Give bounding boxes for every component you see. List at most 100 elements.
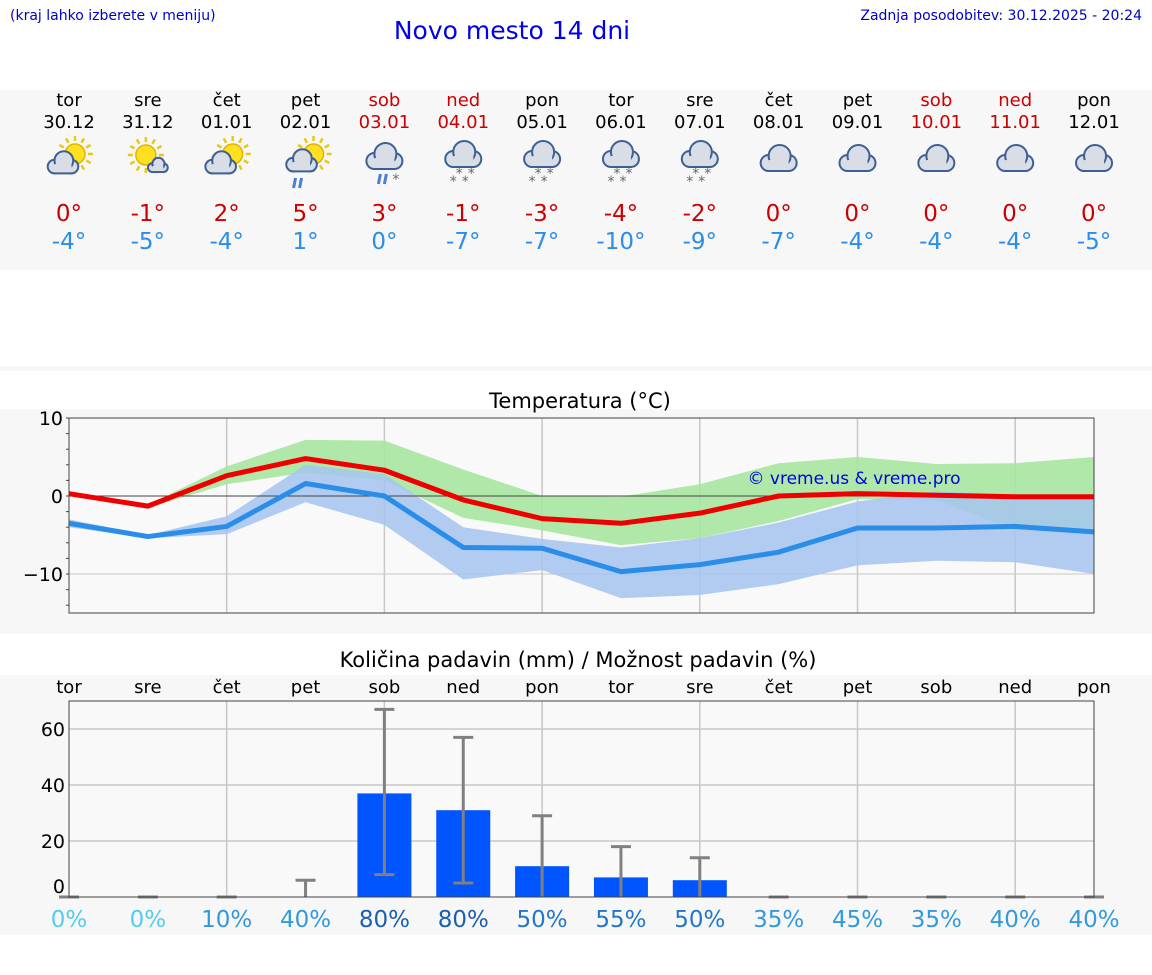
day-column: tor 30.12 0° -4°: [29, 90, 109, 256]
day-column: tor 06.01 -4° -10°: [581, 90, 661, 256]
max-temp: -1°: [446, 201, 481, 227]
precip-probability-label: 40%: [1068, 907, 1119, 933]
svg-text:*: *: [529, 174, 536, 190]
temp-y-tick-label: −10: [23, 564, 63, 586]
min-temp-range-band: [69, 464, 1095, 599]
sun-cloud-rain-icon: [285, 136, 332, 189]
svg-text:*: *: [468, 166, 475, 182]
precip-x-tick-label: ned: [998, 677, 1032, 698]
max-temp: 2°: [213, 201, 240, 227]
day-column: pon 05.01 -3° -7°: [502, 90, 582, 256]
day-date: 07.01: [674, 112, 726, 133]
precip-probability-label: 10%: [201, 907, 252, 933]
precip-x-tick-label: čet: [213, 677, 241, 698]
precip-probability-label: 55%: [595, 907, 646, 933]
day-name: sob: [920, 90, 953, 111]
cloud-sleet-icon: *: [365, 142, 404, 188]
svg-text:*: *: [462, 174, 469, 190]
day-name: ned: [998, 90, 1033, 111]
precip-probability-label: 50%: [674, 907, 725, 933]
cloudy-icon: [996, 144, 1035, 172]
day-name: sre: [686, 90, 714, 111]
cloud-snow-icon: * ** *: [523, 140, 562, 190]
min-temp: -10°: [596, 229, 646, 255]
max-temp: -2°: [682, 201, 718, 227]
location-hint: (kraj lahko izberete v meniju): [10, 8, 216, 24]
day-column: ned 04.01 -1° -7°: [423, 90, 503, 256]
sunny-small-cloud-icon: [127, 137, 169, 174]
min-temp: -7°: [761, 229, 796, 255]
precip-plot-area: [69, 701, 1094, 897]
svg-text:*: *: [613, 166, 620, 182]
svg-text:*: *: [686, 174, 693, 190]
svg-text:*: *: [541, 174, 548, 190]
precip-x-tick-label: čet: [765, 677, 793, 698]
svg-text:*: *: [535, 166, 542, 182]
max-temp: 0°: [55, 201, 83, 227]
max-temp: 0°: [765, 201, 792, 227]
precip-x-tick-label: pet: [291, 677, 321, 698]
cloudy-icon: [1075, 144, 1114, 172]
precip-x-tick-label: pon: [525, 677, 559, 698]
max-temp: -1°: [130, 201, 166, 227]
precip-probability-label: 80%: [359, 907, 410, 933]
precip-x-tick-label: sob: [920, 677, 952, 698]
min-temp: -7°: [446, 229, 481, 255]
day-name: tor: [608, 90, 634, 111]
max-temp: 0°: [1002, 201, 1029, 227]
last-updated: Zadnja posodobitev: 30.12.2025 - 20:24: [860, 8, 1142, 24]
min-temp: -5°: [130, 229, 166, 255]
precip-y-tick-label: 60: [41, 719, 65, 741]
day-column: sre 31.12 -1° -5°: [108, 90, 188, 256]
precip-probability-label: 35%: [753, 907, 804, 933]
day-name: sob: [368, 90, 401, 111]
day-column: sob 10.01 0° -4°: [896, 90, 976, 256]
cloud-snow-icon: * ** *: [680, 140, 719, 190]
max-temp: 5°: [292, 201, 319, 227]
precip-plot-border: [68, 700, 1095, 898]
day-date: 02.01: [279, 112, 332, 133]
min-temp: -4°: [51, 229, 87, 255]
cloud-snow-icon: * ** *: [444, 140, 483, 190]
svg-text:*: *: [704, 166, 711, 182]
day-date: 06.01: [595, 112, 647, 133]
partly-sunny-icon: [204, 136, 251, 175]
svg-text:*: *: [692, 166, 699, 182]
max-temp: 0°: [1080, 201, 1108, 227]
precip-probability-label: 40%: [280, 907, 331, 933]
precip-probability-label: 0%: [51, 907, 88, 933]
cloudy-icon: [759, 144, 798, 172]
day-date: 01.01: [200, 112, 253, 133]
precip-probability-label: 80%: [438, 907, 489, 933]
day-date: 31.12: [122, 112, 174, 133]
day-name: čet: [212, 90, 241, 111]
precip-y-tick-label: 40: [41, 775, 65, 797]
day-name: čet: [764, 90, 793, 111]
precip-x-tick-label: pet: [843, 677, 873, 698]
min-temp: -4°: [919, 229, 954, 255]
precip-probability-label: 50%: [517, 907, 568, 933]
day-name: sre: [134, 90, 162, 111]
precip-x-tick-label: tor: [608, 677, 634, 698]
min-temp-line: [68, 481, 1095, 575]
svg-text:*: *: [392, 172, 399, 188]
day-column: sob 03.01 3° 0°: [344, 90, 424, 256]
cloudy-icon: [838, 144, 877, 172]
precip-x-tick-label: sre: [686, 677, 713, 698]
partly-sunny-icon: [46, 136, 93, 175]
svg-text:*: *: [456, 166, 463, 182]
svg-text:*: *: [607, 174, 614, 190]
temp-y-tick-label: 10: [39, 408, 63, 430]
precip-x-tick-label: ned: [446, 677, 480, 698]
day-name: tor: [56, 90, 82, 111]
day-date: 11.01: [989, 112, 1041, 133]
day-column: ned 11.01 0° -4°: [975, 90, 1055, 256]
min-temp: -7°: [524, 229, 560, 255]
day-date: 09.01: [831, 112, 884, 133]
max-temp-line: [68, 456, 1095, 526]
day-column: pon 12.01 0° -5°: [1054, 90, 1134, 256]
watermark: © vreme.us & vreme.pro: [747, 469, 960, 489]
day-name: pon: [1077, 90, 1111, 111]
precip-probability-label: 0%: [130, 907, 167, 933]
day-column: pet 02.01 5° 1°: [266, 90, 346, 256]
